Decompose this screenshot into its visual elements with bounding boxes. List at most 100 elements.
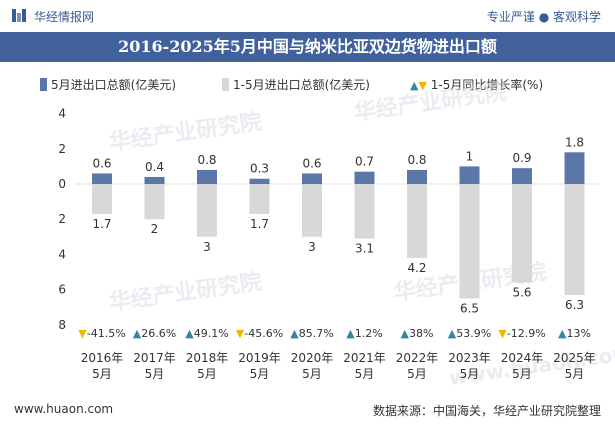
x-tick-label-line: 2022年 [396,351,439,365]
growth-value: -12.9% [507,327,546,340]
bar-monthly [354,171,375,184]
x-tick-label: 2017年 5月 [133,351,176,381]
watermark-url: www.huaon.com [447,340,615,390]
legend-label-monthly: 5月进出口总额(亿美元) [51,78,176,92]
bars [92,152,585,299]
data-labels: 0.6 1.7 0.4 2 0.8 3 0.3 1.7 0.6 3 0.7 3.1 0.8 4.2 1 6.5… [92,135,584,315]
data-label-monthly: 1 [466,149,474,163]
x-tick-label-line: 2018年 [186,351,229,365]
growth-value: 13% [567,327,591,340]
data-label-monthly: 1.8 [565,135,584,149]
watermark-text: 华经产业研究院 [107,109,263,156]
bar-cumulative [459,184,480,299]
data-label-cumulative: 3 [203,240,211,254]
x-tick-label-line: 2021年 [343,351,386,365]
growth-labels: ▼-41.5% ▲26.6% ▲49.1% ▼-45.6% ▲85.7% ▲1.2% ▲38… [78,327,591,340]
bar-monthly [564,152,585,184]
growth-value: 26.6% [141,327,176,340]
x-tick-label-line: 5月 [460,367,480,381]
y-tick-label: 4 [58,247,66,261]
bar-monthly [407,169,427,184]
bar-monthly [144,176,165,184]
legend-label-cumulative: 1-5月进出口总额(亿美元) [233,78,370,92]
x-tick-label: 2021年 5月 [343,351,386,381]
growth-label: ▲49.1% [185,327,228,340]
legend-item-cumulative: 1-5月进出口总额(亿美元) [222,76,370,93]
data-label-cumulative: 4.2 [407,261,426,275]
triangle-up-icon: ▲ [401,327,410,340]
watermark-text: 华经产业研究院 [107,269,263,316]
triangle-down-icon: ▼ [498,327,507,340]
triangle-up-icon: ▲ [558,327,567,340]
bar-monthly [302,173,322,184]
x-tick-label-line: 5月 [512,367,532,381]
triangle-up-icon: ▲ [448,327,457,340]
triangle-up-icon: ▲ [185,327,194,340]
data-label-monthly: 0.8 [407,153,426,167]
x-tick-label-line: 2025年 [553,351,596,365]
chart-title: 2016-2025年5月中国与纳米比亚双边货物进出口额 [0,32,615,62]
bar-cumulative [512,184,532,283]
y-tick-label: 6 [58,283,66,297]
data-label-cumulative: 2 [151,222,159,236]
x-tick-label: 2020年 5月 [291,351,334,381]
bar-monthly [459,166,480,184]
x-tick-label: 2019年 5月 [238,351,281,381]
x-tick-label: 2022年 5月 [396,351,439,381]
x-tick-label-line: 2024年 [501,351,544,365]
data-label-cumulative: 6.5 [460,301,479,315]
growth-label: ▲1.2% [346,327,382,340]
bar-cumulative [407,184,427,258]
bar-monthly [92,173,112,184]
brand-name: 华经情报网 [34,10,95,24]
footer-url: www.huaon.com [14,402,114,416]
triangle-down-icon: ▼ [236,327,245,340]
legend-swatch-cumulative [222,78,229,91]
x-tick-label: 2025年 5月 [553,351,596,381]
data-label-monthly: 0.7 [355,155,374,169]
growth-label: ▼-12.9% [498,327,545,340]
watermark-text: 华经产业研究院 [352,79,508,126]
x-tick-label: 2018年 5月 [186,351,229,381]
x-tick-label-line: 2017年 [133,351,176,365]
bar-cumulative [302,184,322,237]
bar-cumulative [354,184,375,239]
data-label-monthly: 0.8 [197,153,216,167]
bar-cumulative [197,184,217,237]
x-tick-label: 2016年 5月 [81,351,124,381]
y-tick-label: 4 [58,107,66,121]
growth-label: ▲53.9% [448,327,491,340]
x-tick-label-line: 5月 [565,367,585,381]
growth-label: ▲13% [558,327,591,340]
data-label-monthly: 0.4 [145,160,164,174]
huajing-logo-icon [12,9,26,22]
growth-value: 49.1% [194,327,229,340]
growth-value: -41.5% [87,327,126,340]
top-bar: 华经情报网 专业严谨 ● 客观科学 [0,0,615,30]
data-label-cumulative: 3.1 [355,242,374,256]
triangle-down-icon: ▼ [78,327,87,340]
data-label-cumulative: 6.3 [565,298,584,312]
triangle-up-icon: ▲ [133,327,142,340]
growth-value: 1.2% [355,327,383,340]
triangle-up-icon: ▲ [410,79,419,92]
data-label-monthly: 0.6 [302,156,321,170]
legend-item-growth: ▲▼ 1-5月同比增长率(%) [410,76,543,93]
footer-source: 数据来源：中国海关，华经产业研究院整理 [372,404,601,418]
x-tick-label-line: 5月 [407,367,427,381]
y-tick-label: 0 [58,177,66,191]
legend-swatch-monthly [40,78,47,91]
growth-label: ▲38% [401,327,434,340]
y-tick-label: 2 [58,142,66,156]
triangle-up-icon: ▲ [346,327,355,340]
x-tick-label-line: 5月 [250,367,270,381]
data-label-cumulative: 1.7 [92,217,111,231]
legend-item-monthly: 5月进出口总额(亿美元) [40,76,176,93]
growth-label: ▼-45.6% [236,327,283,340]
data-label-monthly: 0.3 [250,162,269,176]
triangle-down-icon: ▼ [418,79,427,92]
bar-monthly [197,169,217,184]
data-label-cumulative: 1.7 [250,217,269,231]
x-tick-label-line: 5月 [92,367,112,381]
